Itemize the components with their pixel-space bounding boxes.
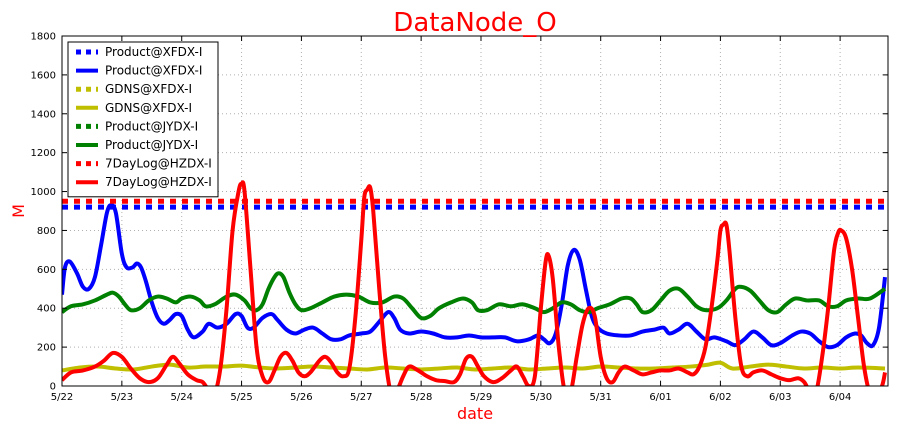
grid	[62, 36, 888, 386]
y-tick-label: 1800	[31, 32, 56, 43]
x-tick-label: 5/31	[589, 392, 611, 403]
legend-entry: 7DayLog@HZDX-I	[105, 157, 212, 171]
x-tick-label: 5/30	[530, 392, 552, 403]
plot-frame	[61, 35, 889, 387]
legend: Product@XFDX-I Product@XFDX-I GDNS@XFDX-I G…	[67, 41, 219, 198]
x-tick-label: 5/28	[410, 392, 432, 403]
x-tick-label: 5/25	[230, 392, 252, 403]
y-tick-label: 0	[50, 382, 56, 393]
ticks: 0 200 400 600 800 1000 1200 1400 1600 1800 5/22 5/2…	[31, 32, 888, 403]
x-tick-label: 5/27	[350, 392, 372, 403]
x-tick-label: 6/02	[709, 392, 731, 403]
legend-box	[67, 41, 219, 198]
x-tick-label: 5/23	[111, 392, 133, 403]
legend-entry: Product@JYDX-I	[105, 119, 198, 133]
x-tick-label: 5/22	[51, 392, 73, 403]
y-tick-label: 400	[37, 304, 56, 315]
y-axis-label: M	[9, 204, 28, 218]
x-tick-label: 5/24	[170, 392, 192, 403]
chart-title: DataNode_O	[393, 8, 556, 38]
y-tick-label: 1600	[31, 70, 56, 81]
series-line-3	[62, 360, 886, 373]
series-layer	[62, 180, 887, 386]
y-tick-label: 1000	[31, 187, 56, 198]
y-tick-label: 600	[37, 265, 56, 276]
y-tick-label: 800	[37, 226, 56, 237]
series-line-5	[62, 271, 887, 321]
x-tick-label: 5/26	[290, 392, 312, 403]
y-tick-label: 1400	[31, 109, 56, 120]
x-tick-label: 6/03	[769, 392, 791, 403]
legend-entry: Product@XFDX-I	[105, 64, 202, 78]
legend-entry: 7DayLog@HZDX-I	[105, 175, 212, 189]
series-line-7	[62, 180, 887, 386]
y-tick-label: 1200	[31, 148, 56, 159]
x-tick-label: 6/04	[829, 392, 851, 403]
x-axis-label: date	[457, 404, 493, 423]
x-tick-label: 5/29	[470, 392, 492, 403]
legend-entry: GDNS@XFDX-I	[105, 101, 192, 115]
legend-entry: Product@XFDX-I	[105, 45, 202, 59]
legend-entry: Product@JYDX-I	[105, 138, 198, 152]
series-line-1	[62, 203, 887, 350]
y-tick-label: 200	[37, 343, 56, 354]
x-tick-label: 6/01	[649, 392, 671, 403]
legend-entry: GDNS@XFDX-I	[105, 82, 192, 96]
